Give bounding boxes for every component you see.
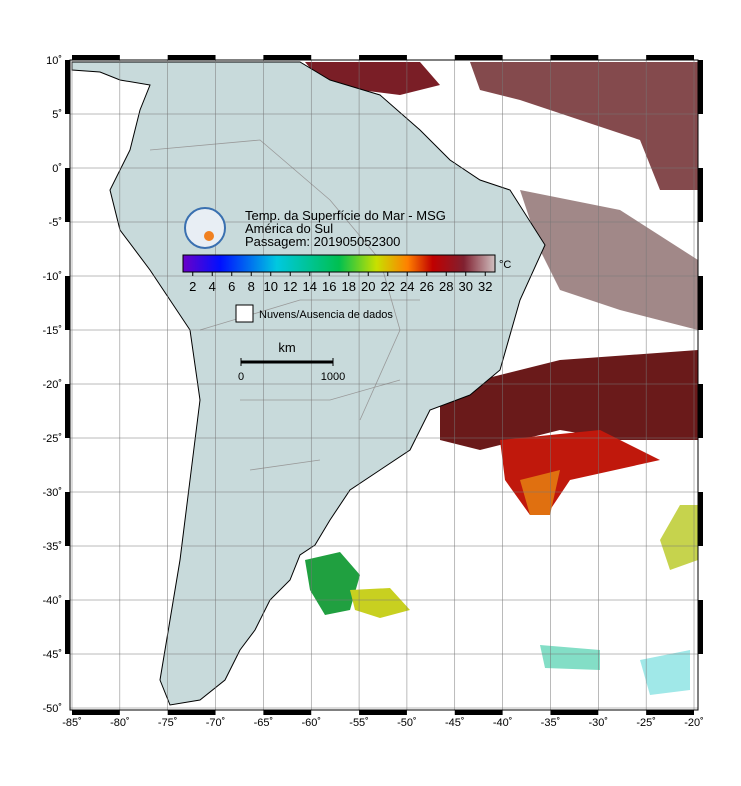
x-tick-label: -45˚: [445, 717, 465, 729]
frame-segment: [646, 710, 694, 715]
frame-segment: [550, 710, 599, 715]
frame-segment: [698, 600, 703, 654]
frame-segment: [454, 710, 503, 715]
colorbar-label: 24: [400, 279, 414, 294]
scale-label: 0: [238, 371, 244, 383]
frame-segment: [359, 55, 407, 60]
frame-segment: [263, 710, 312, 715]
frame-segment: [263, 55, 312, 60]
frame-segment: [65, 492, 70, 546]
frame-segment: [167, 710, 216, 715]
y-tick-label: -35˚: [42, 541, 62, 553]
legend-swatch: [235, 304, 254, 323]
colorbar-label: 28: [439, 279, 453, 294]
y-tick-label: -10˚: [42, 271, 62, 283]
colorbar-label: 26: [420, 279, 434, 294]
scale-label: 1000: [321, 371, 345, 383]
logo-dot: [204, 231, 214, 241]
colorbar-label: 14: [303, 279, 317, 294]
frame-segment: [72, 710, 120, 715]
x-tick-label: -30˚: [589, 717, 609, 729]
frame-segment: [65, 168, 70, 222]
y-tick-label: -20˚: [42, 379, 62, 391]
x-tick-label: -40˚: [493, 717, 513, 729]
colorbar-label: 18: [342, 279, 356, 294]
x-tick-label: -75˚: [158, 717, 178, 729]
colorbar-label: 4: [209, 279, 216, 294]
title-line: Passagem: 201905052300: [245, 234, 400, 249]
colorbar-label: 32: [478, 279, 492, 294]
x-tick-label: -85˚: [62, 717, 82, 729]
colorbar-label: 8: [248, 279, 255, 294]
y-tick-label: 0˚: [52, 163, 62, 175]
frame-segment: [359, 710, 407, 715]
y-tick-label: 5˚: [52, 109, 62, 121]
frame-segment: [646, 55, 694, 60]
frame-segment: [65, 276, 70, 330]
frame-segment: [65, 384, 70, 438]
x-tick-label: -55˚: [349, 717, 369, 729]
frame-segment: [698, 384, 703, 438]
x-tick-label: -65˚: [254, 717, 274, 729]
colorbar-label: 30: [459, 279, 473, 294]
legend-text: Nuvens/Ausencia de dados: [259, 309, 393, 321]
y-tick-label: -25˚: [42, 433, 62, 445]
x-tick-label: -35˚: [541, 717, 561, 729]
scale-unit: km: [278, 340, 295, 355]
frame-segment: [72, 55, 120, 60]
y-tick-label: -40˚: [42, 595, 62, 607]
y-tick-label: 10˚: [46, 55, 62, 67]
frame-segment: [454, 55, 503, 60]
x-tick-label: -25˚: [636, 717, 656, 729]
colorbar-label: 22: [381, 279, 395, 294]
info-box: [184, 207, 226, 249]
colorbar: [182, 254, 496, 273]
frame-segment: [698, 276, 703, 330]
colorbar-label: 2: [189, 279, 196, 294]
colorbar-label: 10: [264, 279, 278, 294]
colorbar-unit: °C: [499, 259, 511, 271]
x-tick-label: -80˚: [110, 717, 130, 729]
frame-segment: [698, 168, 703, 222]
colorbar-label: 20: [361, 279, 375, 294]
graticule: [70, 59, 698, 710]
colorbar-label: 16: [322, 279, 336, 294]
frame-segment: [167, 55, 216, 60]
colorbar-label: 6: [228, 279, 235, 294]
x-tick-label: -60˚: [301, 717, 321, 729]
y-tick-label: -15˚: [42, 325, 62, 337]
title-line: Temp. da Superfície do Mar - MSG: [245, 208, 446, 223]
logo: [184, 207, 226, 249]
title-line: América do Sul: [245, 221, 333, 236]
frame-segment: [65, 60, 70, 114]
y-tick-label: -50˚: [42, 703, 62, 715]
frame-segment: [65, 600, 70, 654]
x-tick-label: -50˚: [397, 717, 417, 729]
sst-patches: [305, 62, 698, 695]
y-tick-label: -45˚: [42, 649, 62, 661]
colorbar-label: 12: [283, 279, 297, 294]
frame-segment: [698, 492, 703, 546]
y-tick-label: -5˚: [49, 217, 62, 229]
x-tick-label: -20˚: [684, 717, 704, 729]
frame-segment: [698, 60, 703, 114]
y-tick-label: -30˚: [42, 487, 62, 499]
x-tick-label: -70˚: [206, 717, 226, 729]
frame-segment: [550, 55, 599, 60]
